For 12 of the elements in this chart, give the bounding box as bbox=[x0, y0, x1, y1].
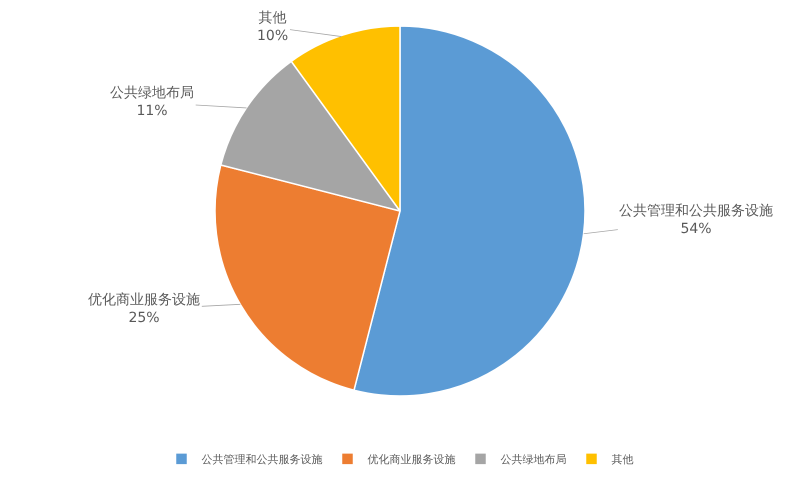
legend-label: 其他 bbox=[612, 453, 634, 466]
legend-label: 优化商业服务设施 bbox=[368, 453, 456, 466]
legend-label: 公共绿地布局 bbox=[500, 453, 566, 466]
data-label: 25% bbox=[128, 310, 160, 326]
slice-label: 公共绿地布局 bbox=[110, 85, 194, 101]
slice-label: 公共管理和公共服务设施 bbox=[619, 203, 773, 219]
slice-label: 其他 bbox=[258, 10, 287, 26]
data-label: 10% bbox=[257, 28, 288, 44]
data-label: 54% bbox=[680, 221, 712, 238]
slice-label: 优化商业服务设施 bbox=[88, 292, 200, 308]
data-label: 11% bbox=[136, 103, 168, 120]
legend-label: 公共管理和公共服务设施 bbox=[202, 453, 322, 466]
